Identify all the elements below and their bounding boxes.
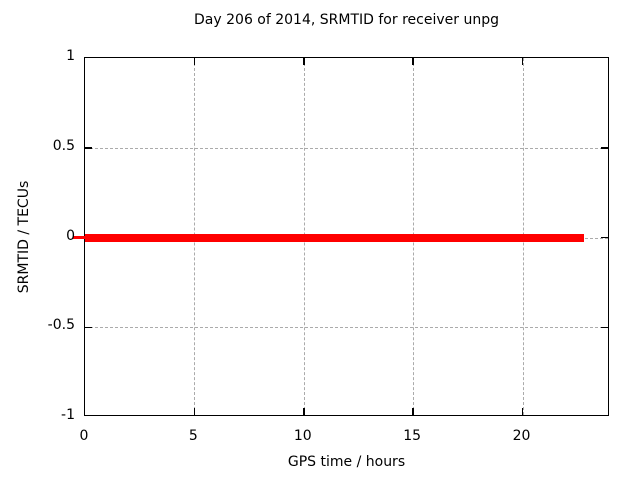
plot-area: [73, 57, 609, 416]
x-tick-mark: [412, 58, 414, 65]
y-tick-label: -0.5: [47, 317, 75, 334]
x-tick-mark: [303, 408, 305, 415]
y-tick-mark: [85, 147, 92, 149]
y-gridline: [85, 147, 608, 149]
y-tick-mark: [601, 147, 608, 149]
y-tick-label: 0: [66, 227, 75, 244]
x-tick-mark: [303, 58, 305, 65]
y-tick-mark: [601, 326, 608, 328]
x-tick-label: 0: [79, 428, 89, 444]
y-tick-mark: [601, 236, 608, 239]
x-tick-mark: [521, 408, 524, 415]
x-tick-mark: [193, 408, 196, 415]
x-tick-label: 5: [188, 428, 198, 444]
x-tick-mark: [412, 408, 414, 415]
x-tick-label: 10: [293, 428, 312, 444]
y-tick-mark: [85, 326, 92, 328]
series-overhang: [73, 236, 85, 239]
chart-title: Day 206 of 2014, SRMTID for receiver unp…: [194, 12, 499, 28]
x-tick-mark: [521, 58, 524, 65]
series-line: [85, 233, 584, 242]
y-tick-label: 1: [66, 48, 75, 64]
x-axis-label: GPS time / hours: [287, 454, 406, 470]
x-tick-label: 15: [403, 428, 422, 444]
y-gridline: [85, 327, 608, 329]
y-tick-label: 0.5: [52, 137, 75, 154]
x-tick-mark: [193, 58, 196, 65]
y-tick-label: -1: [61, 407, 75, 423]
x-tick-label: 20: [512, 428, 531, 444]
